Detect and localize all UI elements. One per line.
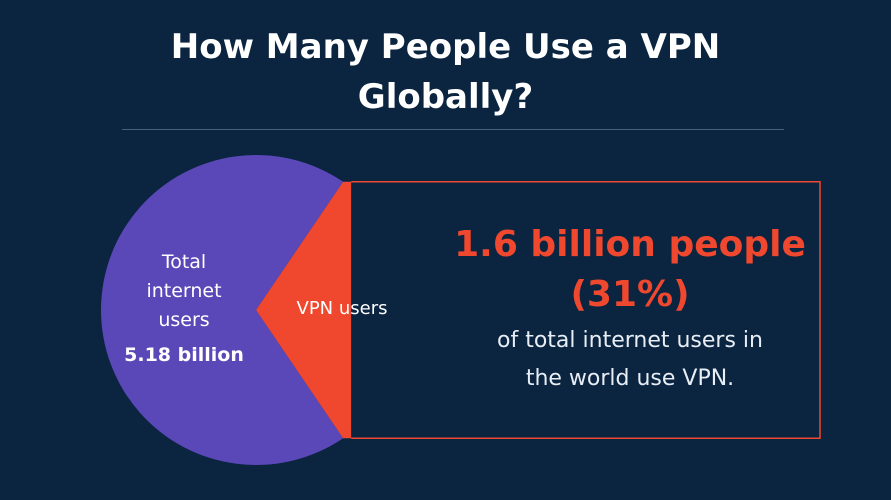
slice-label-total-2: users — [158, 309, 209, 331]
callout-line-2: the world use VPN. — [525, 366, 735, 391]
title-line-1: How Many People Use a VPN — [170, 27, 721, 67]
slice-value-total: 5.18 billion — [124, 344, 244, 366]
callout-box — [351, 181, 821, 439]
pie-slice-vpn — [256, 181, 352, 439]
page-title: How Many People Use a VPN Globally? — [0, 22, 891, 122]
title-divider — [122, 129, 784, 130]
callout-headline: 1.6 billion people — [454, 224, 806, 265]
slice-label-total-1: internet — [146, 280, 221, 302]
pie-slice-total — [100, 154, 344, 466]
callout-percent: (31%) — [570, 274, 690, 315]
title-line-2: Globally? — [357, 77, 534, 117]
callout-description: of total internet users in the world use… — [440, 322, 820, 398]
callout-line-1: of total internet users in — [497, 328, 763, 353]
slice-label-vpn: VPN users — [297, 298, 388, 319]
slice-label-total-0: Total — [161, 251, 206, 273]
